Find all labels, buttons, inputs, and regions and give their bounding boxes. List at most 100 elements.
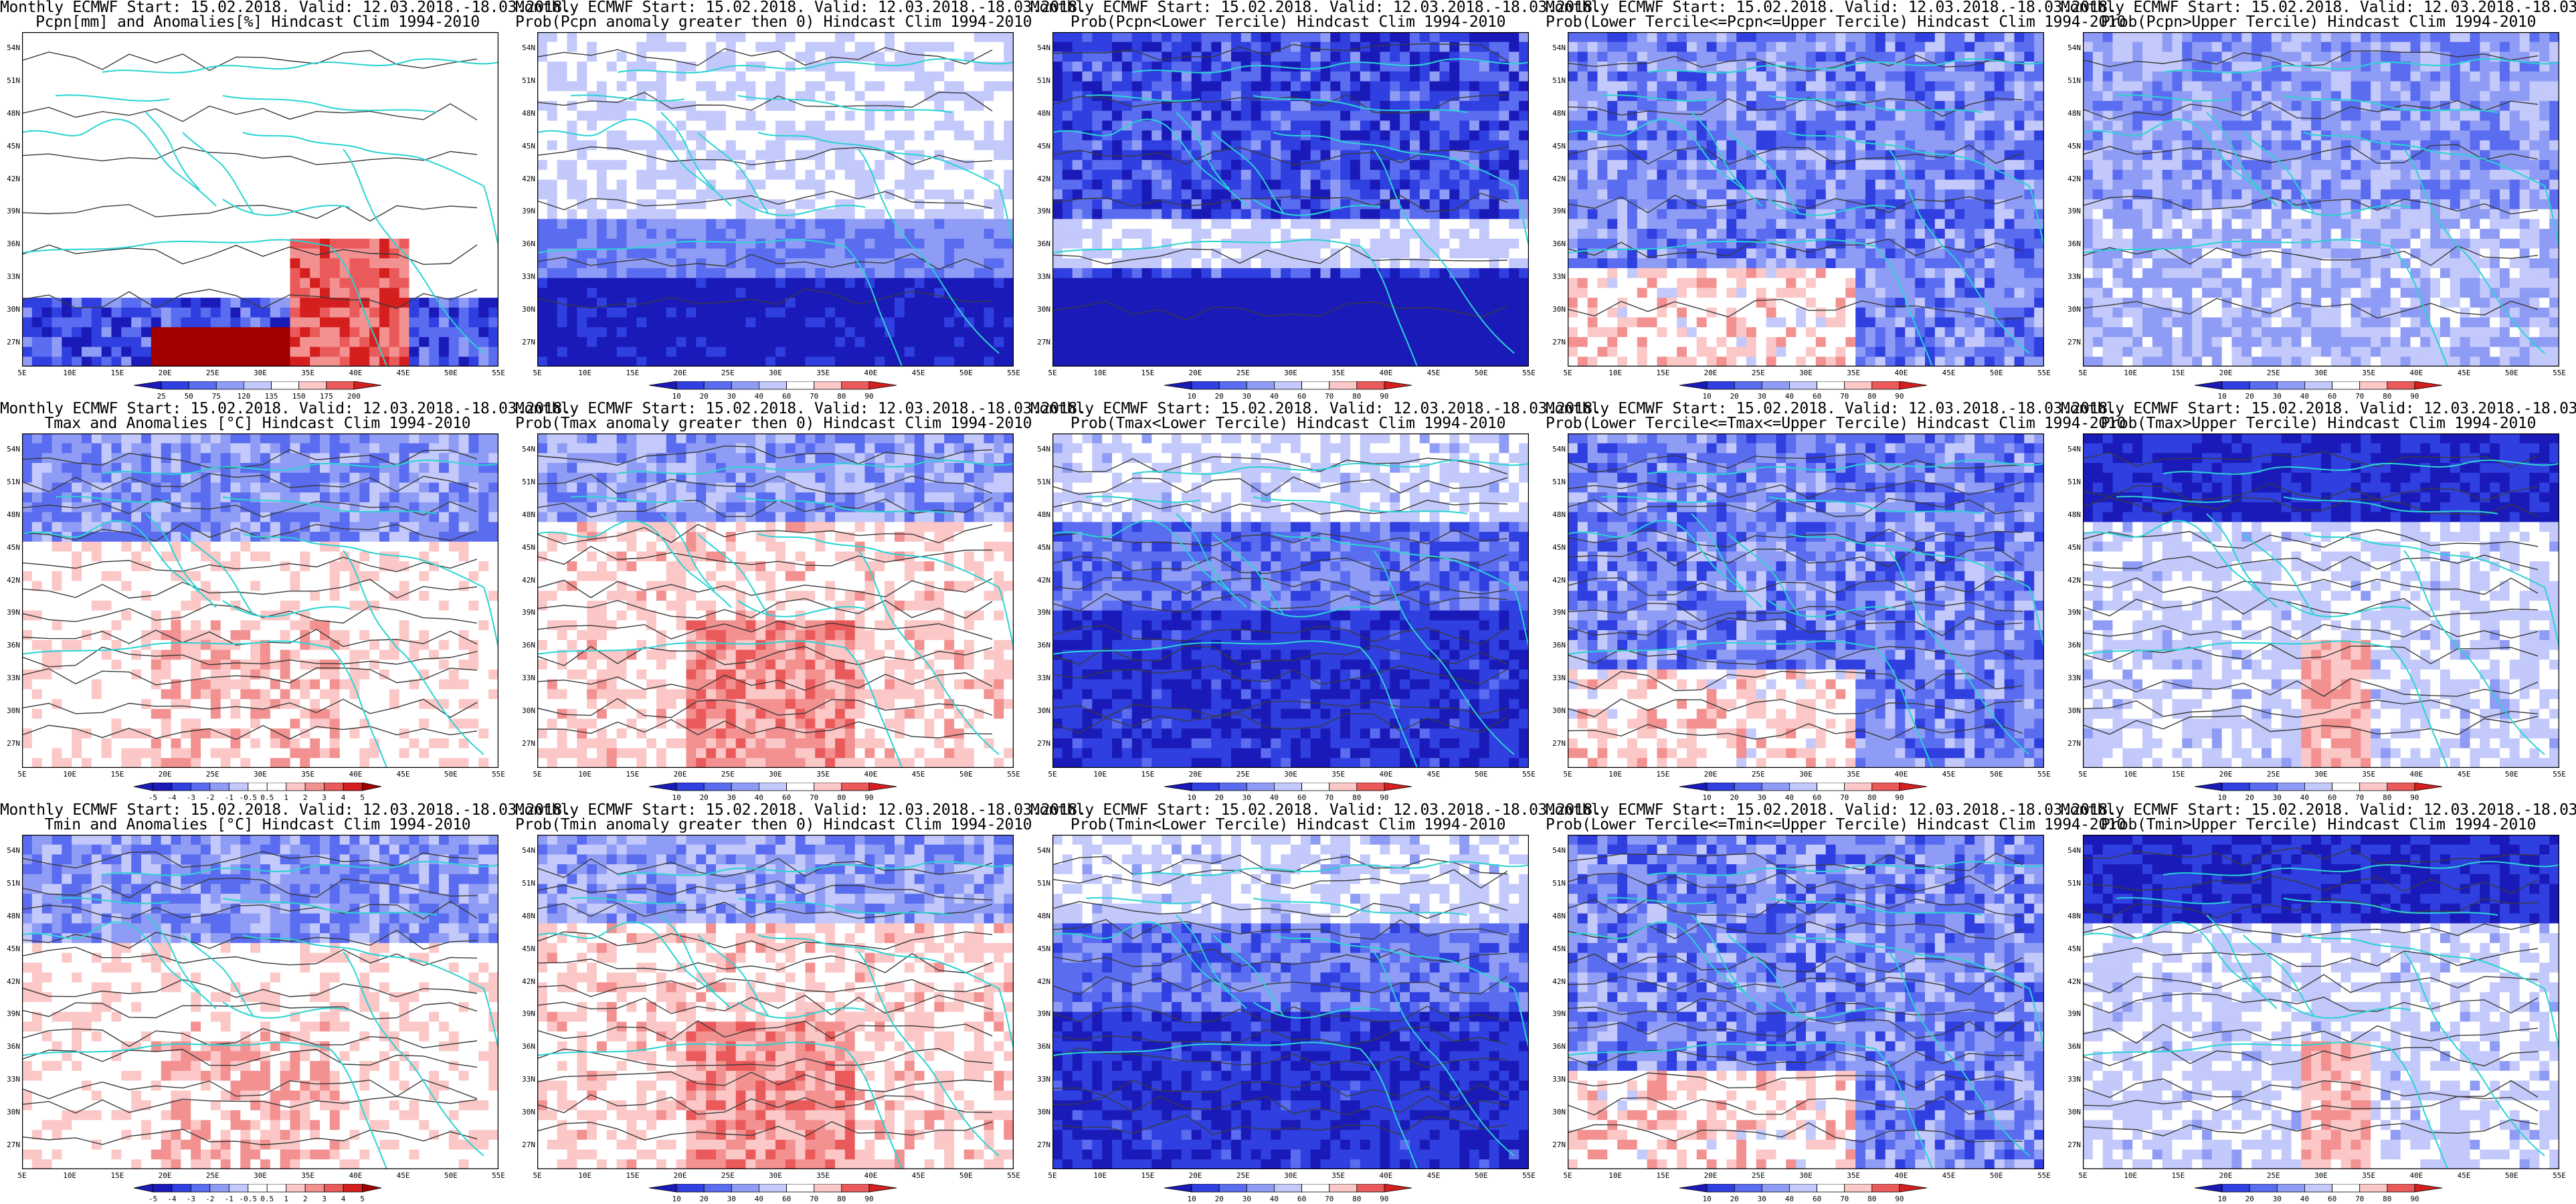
colorbar-tick-label: 70	[810, 1195, 818, 1203]
lat-tick-label: 45N	[518, 142, 535, 150]
lat-tick-label: 45N	[518, 544, 535, 551]
lon-tick-label: 35E	[1840, 1172, 1867, 1179]
shaded-field	[1568, 835, 2044, 1169]
lat-tick-label: 27N	[1548, 740, 1566, 747]
lat-tick-label: 42N	[3, 978, 20, 985]
lon-tick-label: 5E	[1554, 369, 1581, 377]
lon-tick-label: 40E	[1372, 1172, 1399, 1179]
lon-tick-label: 5E	[524, 1172, 551, 1179]
lon-tick-label: 30E	[1792, 1172, 1819, 1179]
lat-tick-label: 51N	[3, 77, 20, 84]
lat-tick-label: 54N	[2063, 44, 2081, 52]
lat-tick-label: 33N	[518, 1076, 535, 1083]
colorbar-tick-label: 4	[341, 793, 346, 802]
lon-tick-label: 40E	[1372, 771, 1399, 778]
lat-tick-label: 33N	[2063, 674, 2081, 682]
colorbar-tick-label: 90	[1380, 392, 1388, 401]
lon-tick-label: 25E	[1230, 771, 1257, 778]
lat-tick-label: 51N	[518, 880, 535, 887]
lat-tick-label: 48N	[518, 912, 535, 920]
map-frame	[1568, 835, 2044, 1169]
lon-tick-label: 45E	[905, 771, 932, 778]
colorbar-tick-label: 10	[2217, 1195, 2226, 1203]
coastlines	[1568, 460, 2044, 768]
coastlines	[1568, 58, 2044, 367]
panel-title-line2: Prob(Pcpn>Upper Tercile) Hindcast Clim 1…	[2061, 15, 2576, 30]
map-field	[1568, 835, 2044, 1169]
coastlines	[22, 58, 498, 367]
lat-tick-label: 42N	[518, 577, 535, 584]
shaded-field	[22, 433, 498, 768]
shaded-field	[537, 835, 1014, 1169]
lat-tick-label: 39N	[518, 609, 535, 616]
lon-tick-label: 45E	[390, 369, 417, 377]
lat-tick-label: 27N	[3, 338, 20, 346]
lat-tick-label: 48N	[1033, 912, 1050, 920]
lon-tick-label: 40E	[1888, 771, 1914, 778]
lat-tick-label: 39N	[1548, 609, 1566, 616]
contour-lines	[2083, 451, 2539, 735]
lat-tick-label: 48N	[3, 110, 20, 117]
shaded-field	[1052, 32, 1529, 367]
lon-tick-label: 35E	[2355, 1172, 2382, 1179]
lon-tick-label: 5E	[524, 369, 551, 377]
lat-tick-label: 54N	[1548, 44, 1566, 52]
lon-tick-label: 5E	[1554, 1172, 1581, 1179]
lon-tick-label: 15E	[104, 771, 130, 778]
lon-tick-label: 35E	[1325, 1172, 1352, 1179]
lon-tick-label: 15E	[104, 1172, 130, 1179]
colorbar-tick-label: 70	[1840, 392, 1849, 401]
lon-tick-label: 55E	[2031, 369, 2057, 377]
colorbar-tick-label: 80	[1867, 793, 1876, 802]
lon-tick-label: 5E	[1039, 369, 1066, 377]
lat-tick-label: 54N	[3, 847, 20, 854]
colorbar-tick-label: 2	[303, 793, 308, 802]
lat-tick-label: 51N	[2063, 478, 2081, 486]
shaded-field	[2083, 835, 2559, 1169]
colorbar-tick-label: 150	[292, 392, 306, 401]
lon-tick-label: 25E	[1745, 771, 1772, 778]
lat-tick-label: 45N	[518, 945, 535, 952]
colorbar-tick-label: 80	[1352, 793, 1361, 802]
colorbar-tick-label: 10	[672, 793, 680, 802]
lat-tick-label: 36N	[1548, 1043, 1566, 1050]
map-panel-tmax-1: Monthly ECMWF Start: 15.02.2018. Valid: …	[0, 401, 571, 803]
lat-tick-label: 30N	[3, 707, 20, 714]
lat-tick-label: 42N	[2063, 175, 2081, 183]
colorbar-tick-label: 90	[2410, 1195, 2419, 1203]
lat-tick-label: 39N	[518, 1010, 535, 1017]
colorbar-tick-label: -3	[187, 793, 195, 802]
lon-tick-label: 35E	[1325, 771, 1352, 778]
map-panel-pcpn-3: Monthly ECMWF Start: 15.02.2018. Valid: …	[1030, 0, 1602, 401]
lat-tick-label: 45N	[1033, 142, 1050, 150]
lat-tick-label: 36N	[2063, 641, 2081, 649]
lon-tick-label: 20E	[1182, 369, 1209, 377]
colorbar: 10 20 30 40 60 70 80 90	[1679, 1184, 1928, 1203]
map-panel-tmax-5: Monthly ECMWF Start: 15.02.2018. Valid: …	[2061, 401, 2576, 803]
lat-tick-label: 27N	[1548, 1141, 1566, 1148]
colorbar-tick-label: 0.5	[260, 793, 274, 802]
lon-tick-label: 15E	[1134, 771, 1161, 778]
lon-tick-label: 40E	[2403, 369, 2429, 377]
colorbar-tick-label: 60	[782, 1195, 791, 1203]
lon-tick-label: 5E	[9, 771, 35, 778]
lat-tick-label: 54N	[518, 847, 535, 854]
colorbar-tick-label: 90	[864, 1195, 873, 1203]
contour-lines	[22, 49, 478, 309]
lat-tick-label: 27N	[2063, 338, 2081, 346]
panel-title-line1: Monthly ECMWF Start: 15.02.2018. Valid: …	[1030, 803, 1602, 818]
lat-tick-label: 54N	[518, 445, 535, 453]
lon-tick-label: 10E	[2117, 1172, 2144, 1179]
lon-tick-label: 40E	[857, 1172, 884, 1179]
map-panel-tmax-3: Monthly ECMWF Start: 15.02.2018. Valid: …	[1030, 401, 1602, 803]
lat-tick-label: 39N	[3, 207, 20, 215]
lon-tick-label: 40E	[1888, 369, 1914, 377]
lat-tick-label: 27N	[518, 1141, 535, 1148]
lon-tick-label: 50E	[438, 369, 464, 377]
lon-tick-label: 20E	[1182, 1172, 1209, 1179]
panel-title-line2: Prob(Tmin<Lower Tercile) Hindcast Clim 1…	[1030, 817, 1546, 833]
panel-title-line2: Prob(Tmin>Upper Tercile) Hindcast Clim 1…	[2061, 817, 2576, 833]
lon-tick-label: 20E	[667, 369, 694, 377]
lon-tick-label: 40E	[857, 771, 884, 778]
lon-tick-label: 35E	[2355, 369, 2382, 377]
